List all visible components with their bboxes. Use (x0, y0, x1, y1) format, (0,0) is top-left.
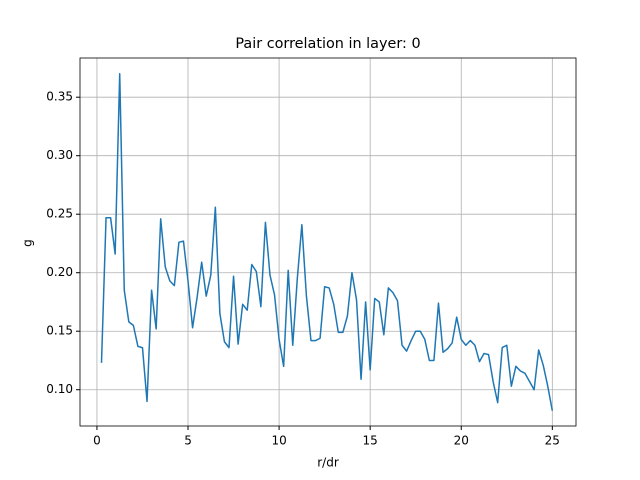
y-tick-label: 0.20 (46, 265, 73, 279)
x-tick-label: 10 (271, 434, 286, 448)
x-axis-label: r/dr (317, 456, 339, 470)
y-tick-label: 0.25 (46, 207, 73, 221)
chart-title: Pair correlation in layer: 0 (235, 36, 420, 52)
x-tick-label: 15 (363, 434, 378, 448)
y-axis-label: g (21, 239, 35, 247)
x-tick-label: 25 (545, 434, 560, 448)
y-tick-label: 0.15 (46, 324, 73, 338)
x-tick-label: 5 (184, 434, 192, 448)
plot-frame (79, 57, 577, 427)
data-line (100, 73, 554, 411)
y-tick-label: 0.30 (46, 148, 73, 162)
y-tick-label: 0.10 (46, 382, 73, 396)
y-tick-label: 0.35 (46, 90, 73, 104)
x-tick-label: 20 (454, 434, 469, 448)
x-tick-label: 0 (93, 434, 101, 448)
